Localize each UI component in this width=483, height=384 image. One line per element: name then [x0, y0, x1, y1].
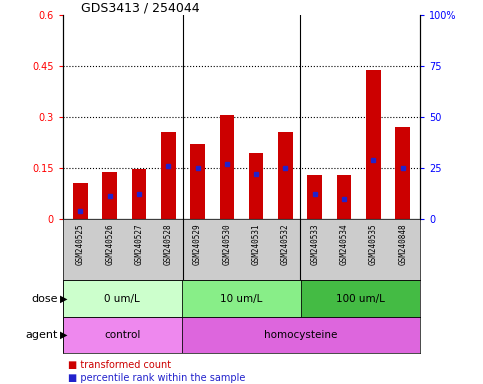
Bar — [366, 70, 381, 219]
Text: GSM240532: GSM240532 — [281, 224, 290, 265]
Bar — [220, 116, 234, 219]
Text: GSM240848: GSM240848 — [398, 224, 407, 265]
Bar — [63, 280, 182, 317]
Text: homocysteine: homocysteine — [264, 330, 338, 340]
Text: 10 um/L: 10 um/L — [220, 293, 263, 304]
Text: GSM240530: GSM240530 — [222, 224, 231, 265]
Bar — [301, 280, 420, 317]
Bar — [63, 317, 182, 353]
Text: GSM240529: GSM240529 — [193, 224, 202, 265]
Bar — [102, 172, 117, 219]
Bar — [249, 154, 263, 219]
Text: ▶: ▶ — [60, 330, 68, 340]
Text: GSM240535: GSM240535 — [369, 224, 378, 265]
Text: GSM240533: GSM240533 — [310, 224, 319, 265]
Text: ■ percentile rank within the sample: ■ percentile rank within the sample — [68, 373, 245, 383]
Bar — [182, 317, 420, 353]
Text: GSM240527: GSM240527 — [134, 224, 143, 265]
Bar — [161, 132, 176, 219]
Text: GSM240534: GSM240534 — [340, 224, 349, 265]
Bar — [190, 144, 205, 219]
Text: ■ transformed count: ■ transformed count — [68, 360, 171, 370]
Bar — [278, 132, 293, 219]
Bar — [182, 280, 301, 317]
Text: GSM240525: GSM240525 — [76, 224, 85, 265]
Text: GSM240528: GSM240528 — [164, 224, 173, 265]
Text: 0 um/L: 0 um/L — [104, 293, 140, 304]
Bar — [307, 175, 322, 219]
Text: ▶: ▶ — [60, 293, 68, 304]
Text: control: control — [104, 330, 141, 340]
Bar — [395, 127, 410, 219]
Text: GDS3413 / 254044: GDS3413 / 254044 — [81, 1, 199, 14]
Text: agent: agent — [26, 330, 58, 340]
Bar — [73, 183, 88, 219]
Text: dose: dose — [31, 293, 58, 304]
Text: GSM240531: GSM240531 — [252, 224, 261, 265]
Text: 100 um/L: 100 um/L — [336, 293, 385, 304]
Bar — [337, 175, 351, 219]
Text: GSM240526: GSM240526 — [105, 224, 114, 265]
Bar — [132, 169, 146, 219]
